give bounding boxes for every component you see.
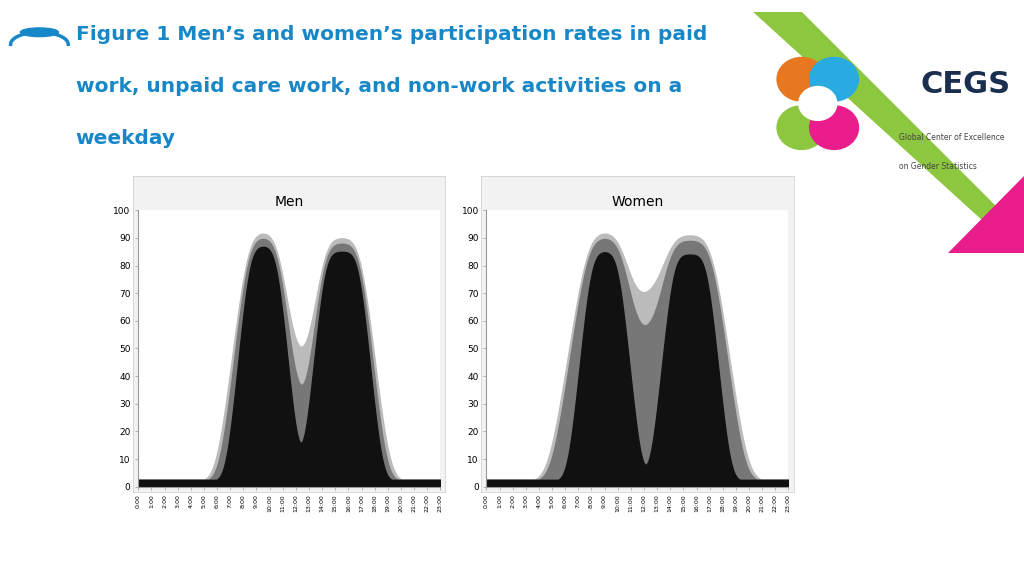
Polygon shape xyxy=(948,176,1024,253)
Text: weekday: weekday xyxy=(76,129,176,148)
Circle shape xyxy=(799,86,837,120)
Circle shape xyxy=(777,58,826,101)
Circle shape xyxy=(20,28,58,37)
Text: CEGS: CEGS xyxy=(921,70,1011,98)
Text: Global Center of Excellence: Global Center of Excellence xyxy=(899,133,1005,142)
Circle shape xyxy=(810,106,858,149)
Circle shape xyxy=(777,106,826,149)
Polygon shape xyxy=(753,12,1024,258)
Title: Women: Women xyxy=(611,195,664,209)
Title: Men: Men xyxy=(274,195,304,209)
Circle shape xyxy=(810,58,858,101)
Text: work, unpaid care work, and non-work activities on a: work, unpaid care work, and non-work act… xyxy=(76,77,682,96)
Text: on Gender Statistics: on Gender Statistics xyxy=(899,162,977,171)
Text: Figure 1 Men’s and women’s participation rates in paid: Figure 1 Men’s and women’s participation… xyxy=(76,25,708,44)
